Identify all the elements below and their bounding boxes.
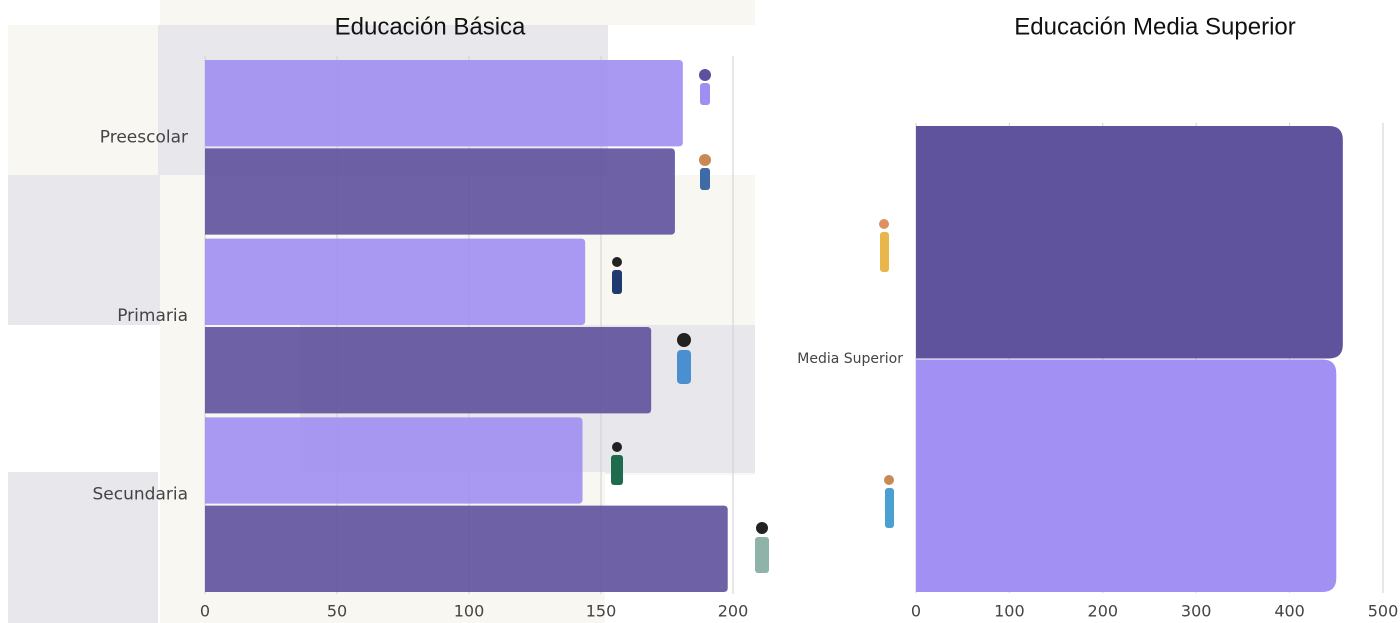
bar <box>205 327 652 414</box>
figures <box>611 69 894 573</box>
x-tick-label: 150 <box>586 602 617 621</box>
x-tick-label: 100 <box>454 602 485 621</box>
x-tick-label: 100 <box>994 602 1025 621</box>
x-tick-label: 0 <box>200 602 210 621</box>
bar <box>205 148 675 235</box>
bar <box>205 238 586 325</box>
chart-title: Educación Media Superior <box>1014 13 1296 40</box>
category-label: Preescolar <box>100 127 188 147</box>
category-label: Primaria <box>117 306 188 326</box>
chart-title: Educación Básica <box>335 13 526 40</box>
bar <box>205 60 683 147</box>
bar <box>916 359 1337 592</box>
category-label: Secundaria <box>93 485 188 505</box>
x-tick-label: 200 <box>1088 602 1119 621</box>
bar <box>205 417 583 504</box>
bar <box>205 505 728 592</box>
bar <box>916 126 1343 359</box>
category-label: Media Superior <box>797 351 903 367</box>
x-tick-label: 500 <box>1368 602 1399 621</box>
x-tick-label: 50 <box>327 602 347 621</box>
x-tick-label: 300 <box>1181 602 1212 621</box>
x-tick-label: 0 <box>911 602 921 621</box>
x-tick-label: 200 <box>718 602 749 621</box>
x-tick-label: 400 <box>1274 602 1305 621</box>
